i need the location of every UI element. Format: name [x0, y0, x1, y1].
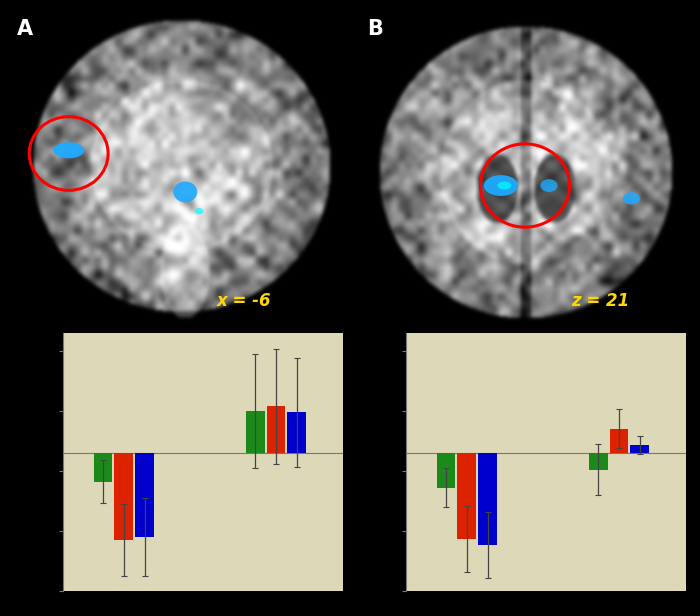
Ellipse shape	[623, 192, 640, 205]
Ellipse shape	[53, 142, 84, 158]
Text: B: B	[368, 19, 383, 39]
Y-axis label: BOLD signal change (%): BOLD signal change (%)	[345, 378, 359, 546]
Bar	[246, 411, 265, 453]
Bar	[437, 453, 456, 488]
Bar	[631, 445, 649, 453]
Bar	[135, 453, 154, 537]
Bar	[589, 453, 608, 469]
Bar	[288, 412, 306, 453]
Y-axis label: BOLD signal change (%): BOLD signal change (%)	[2, 378, 16, 546]
Text: x = -6: x = -6	[216, 293, 271, 310]
Ellipse shape	[540, 179, 558, 192]
Ellipse shape	[195, 208, 203, 214]
Bar	[94, 453, 113, 482]
Text: A: A	[18, 19, 34, 39]
Text: D: D	[372, 322, 390, 342]
Bar	[115, 453, 133, 540]
Ellipse shape	[484, 175, 518, 196]
Bar	[610, 429, 629, 453]
Bar	[267, 407, 286, 453]
Text: C: C	[29, 322, 45, 342]
Bar	[478, 453, 497, 545]
Bar	[458, 453, 476, 539]
Ellipse shape	[498, 182, 511, 190]
Text: z = 21: z = 21	[571, 293, 629, 310]
Ellipse shape	[174, 182, 197, 202]
